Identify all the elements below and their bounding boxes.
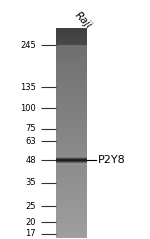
Text: 35: 35	[25, 178, 36, 187]
Text: Raji: Raji	[73, 10, 93, 30]
Text: 20: 20	[26, 217, 36, 227]
Text: 135: 135	[20, 83, 36, 92]
Text: 245: 245	[20, 41, 36, 50]
Text: 100: 100	[20, 104, 36, 113]
Text: 48: 48	[25, 156, 36, 165]
Text: 25: 25	[26, 202, 36, 211]
Text: 75: 75	[25, 124, 36, 133]
Text: 63: 63	[25, 136, 36, 146]
Text: 17: 17	[25, 229, 36, 238]
Text: P2Y8: P2Y8	[98, 155, 125, 165]
